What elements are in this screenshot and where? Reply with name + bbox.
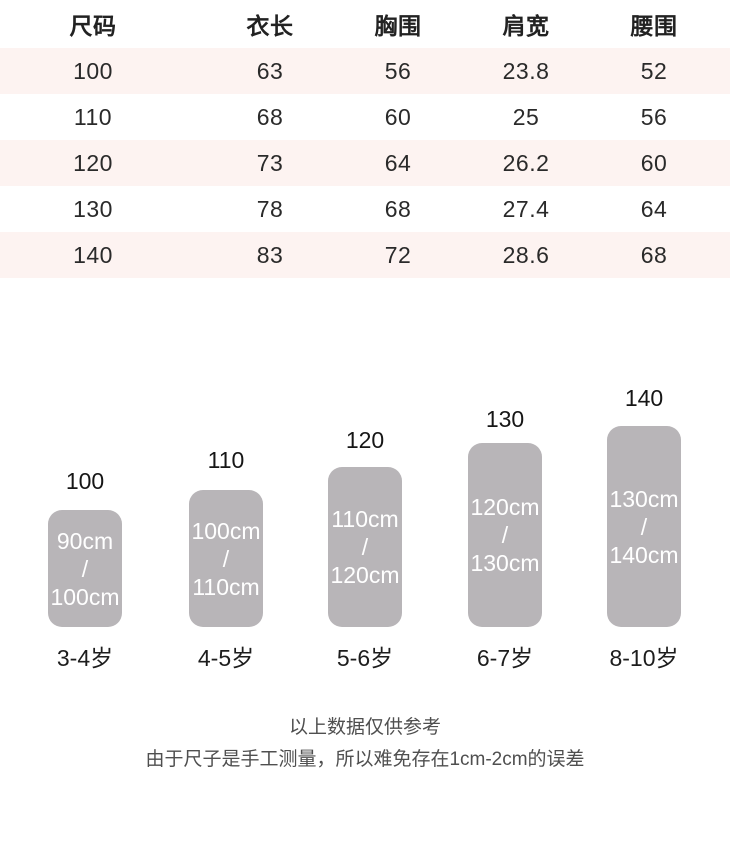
bar-height-range: 110cm / 120cm (330, 505, 399, 589)
table-row: 110 68 60 25 56 (0, 94, 730, 140)
bar-size-130: 120cm / 130cm (468, 443, 542, 627)
height-range-top: 100cm (191, 517, 261, 544)
cell-waist: 60 (640, 149, 668, 176)
cell-length: 83 (256, 241, 284, 268)
cell-size: 120 (73, 149, 113, 176)
cell-chest: 60 (384, 103, 412, 130)
disclaimer-line-1: 以上数据仅供参考 (288, 717, 441, 738)
bar-size-label: 130 (485, 406, 525, 432)
height-range-bottom: 140cm (609, 541, 679, 568)
cell-length: 73 (256, 149, 284, 176)
cell-length: 63 (256, 57, 284, 84)
height-bar-chart: 100 90cm / 100cm 3-4岁 110 100cm / 110cm … (0, 380, 730, 690)
bar-size-140: 130cm / 140cm (607, 426, 681, 627)
height-range-slash: / (501, 522, 509, 548)
column-header-size: 尺码 (69, 13, 117, 39)
height-range-top: 90cm (56, 527, 114, 554)
bar-size-120: 110cm / 120cm (328, 467, 402, 627)
disclaimer-line-2: 由于尺子是手工测量，所以难免存在1cm-2cm的误差 (145, 749, 585, 770)
height-range-bottom: 110cm (192, 573, 260, 600)
cell-waist: 68 (640, 241, 668, 268)
bar-group-size-100: 100 90cm / 100cm 3-4岁 (25, 380, 145, 680)
height-range-top: 110cm (331, 506, 399, 532)
bar-age-label: 6-7岁 (476, 645, 534, 671)
cell-waist: 64 (640, 195, 668, 222)
bar-group-size-110: 110 100cm / 110cm 4-5岁 (166, 380, 286, 680)
table-row: 120 73 64 26.2 60 (0, 140, 730, 186)
bar-group-size-120: 120 110cm / 120cm 5-6岁 (305, 380, 425, 680)
column-header-length: 衣长 (246, 13, 294, 39)
column-header-waist: 腰围 (630, 13, 678, 39)
cell-length: 68 (256, 103, 284, 130)
bar-height-range: 120cm / 130cm (470, 493, 539, 577)
cell-chest: 56 (384, 57, 412, 84)
cell-shoulder: 27.4 (502, 195, 550, 222)
cell-shoulder: 26.2 (502, 149, 550, 176)
column-header-shoulder: 肩宽 (502, 13, 550, 39)
cell-length: 78 (256, 195, 284, 222)
size-table: 尺码 衣长 胸围 肩宽 腰围 100 63 56 23.8 52 110 68 … (0, 0, 730, 278)
cell-chest: 64 (384, 149, 412, 176)
bar-height-range: 130cm / 140cm (609, 485, 678, 569)
bar-age-label: 8-10岁 (609, 645, 679, 671)
table-header-row: 尺码 衣长 胸围 肩宽 腰围 (0, 0, 730, 48)
bar-group-size-130: 130 120cm / 130cm 6-7岁 (445, 380, 565, 680)
height-range-bottom: 130cm (470, 550, 540, 576)
cell-shoulder: 23.8 (502, 57, 550, 84)
cell-waist: 56 (640, 103, 668, 130)
bar-height-range: 100cm / 110cm (191, 517, 260, 601)
cell-size: 130 (73, 195, 113, 222)
bar-age-label: 3-4岁 (56, 645, 114, 671)
bar-age-label: 4-5岁 (197, 645, 255, 671)
height-range-top: 130cm (609, 485, 679, 512)
height-range-top: 120cm (470, 494, 540, 520)
bar-size-110: 100cm / 110cm (189, 490, 263, 627)
cell-size: 140 (73, 241, 113, 268)
cell-shoulder: 25 (512, 103, 540, 130)
table-row: 140 83 72 28.6 68 (0, 232, 730, 278)
height-range-slash: / (81, 555, 89, 582)
bar-size-label: 120 (345, 427, 385, 453)
cell-chest: 72 (384, 241, 412, 268)
bar-height-range: 90cm / 100cm (50, 527, 119, 611)
cell-shoulder: 28.6 (502, 241, 550, 268)
height-range-slash: / (222, 545, 230, 572)
column-header-chest: 胸围 (374, 13, 422, 39)
table-row: 100 63 56 23.8 52 (0, 48, 730, 94)
cell-waist: 52 (640, 57, 668, 84)
height-range-slash: / (361, 534, 369, 560)
cell-size: 110 (73, 103, 113, 130)
height-range-slash: / (640, 513, 648, 540)
height-range-bottom: 100cm (50, 583, 120, 610)
cell-chest: 68 (384, 195, 412, 222)
height-range-bottom: 120cm (330, 562, 400, 588)
bar-size-label: 110 (207, 447, 245, 473)
bar-age-label: 5-6岁 (336, 645, 394, 671)
cell-size: 100 (73, 57, 113, 84)
bar-group-size-140: 140 130cm / 140cm 8-10岁 (584, 380, 704, 680)
bar-size-label: 140 (624, 385, 664, 411)
bar-size-label: 100 (65, 468, 105, 494)
table-row: 130 78 68 27.4 64 (0, 186, 730, 232)
bar-size-100: 90cm / 100cm (48, 510, 122, 627)
